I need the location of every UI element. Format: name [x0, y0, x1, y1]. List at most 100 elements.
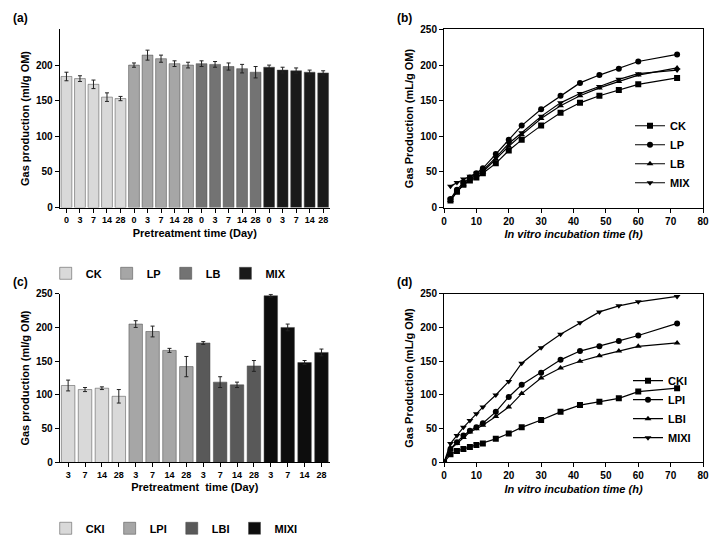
svg-text:3: 3	[213, 215, 218, 225]
svg-text:250: 250	[420, 24, 437, 35]
svg-text:100: 100	[420, 131, 437, 142]
svg-text:Gas production (ml/g OM): Gas production (ml/g OM)	[19, 51, 31, 186]
svg-text:200: 200	[420, 322, 437, 333]
svg-text:Gas production (ml/g OM): Gas production (ml/g OM)	[19, 310, 31, 445]
svg-text:250: 250	[36, 288, 53, 299]
svg-text:100: 100	[420, 389, 437, 400]
svg-text:28: 28	[318, 215, 328, 225]
svg-text:0: 0	[131, 215, 136, 225]
svg-text:60: 60	[633, 470, 645, 481]
svg-text:200: 200	[420, 60, 437, 71]
svg-text:LB: LB	[206, 268, 221, 280]
svg-text:14: 14	[97, 470, 107, 480]
svg-text:50: 50	[600, 470, 612, 481]
svg-text:50: 50	[42, 166, 54, 177]
svg-text:MIX: MIX	[670, 177, 690, 189]
svg-text:200: 200	[36, 60, 53, 71]
svg-text:LP: LP	[147, 268, 161, 280]
svg-text:0: 0	[199, 215, 204, 225]
svg-text:0: 0	[441, 470, 447, 481]
svg-text:50: 50	[42, 423, 54, 434]
svg-text:0: 0	[64, 215, 69, 225]
svg-text:150: 150	[36, 356, 53, 367]
svg-text:3: 3	[280, 215, 285, 225]
svg-text:In vitro incubation time (h): In vitro incubation time (h)	[504, 228, 642, 240]
svg-text:20: 20	[503, 470, 515, 481]
svg-text:LBI: LBI	[668, 413, 686, 425]
svg-text:(c): (c)	[13, 275, 28, 289]
svg-text:7: 7	[218, 470, 223, 480]
svg-text:40: 40	[568, 470, 580, 481]
svg-text:50: 50	[600, 216, 612, 227]
svg-text:14: 14	[232, 470, 242, 480]
svg-text:28: 28	[181, 470, 191, 480]
svg-text:LPI: LPI	[150, 523, 167, 535]
svg-text:80: 80	[697, 216, 709, 227]
svg-text:14: 14	[305, 215, 315, 225]
svg-text:30: 30	[536, 216, 548, 227]
svg-text:Pretreatment time (Day): Pretreatment time (Day)	[133, 227, 257, 239]
svg-text:20: 20	[503, 216, 515, 227]
svg-text:28: 28	[183, 215, 193, 225]
svg-text:3: 3	[133, 470, 138, 480]
svg-text:MIXI: MIXI	[275, 523, 298, 535]
svg-text:100: 100	[36, 131, 53, 142]
svg-text:28: 28	[316, 470, 326, 480]
svg-text:14: 14	[300, 470, 310, 480]
svg-text:150: 150	[36, 95, 53, 106]
svg-text:250: 250	[420, 288, 437, 299]
svg-text:0: 0	[47, 202, 53, 213]
svg-text:0: 0	[47, 457, 53, 468]
svg-text:28: 28	[251, 215, 261, 225]
svg-text:Gas Production (mL/g OM): Gas Production (mL/g OM)	[403, 308, 415, 448]
svg-text:(d): (d)	[397, 275, 412, 289]
svg-text:3: 3	[77, 215, 82, 225]
svg-text:14: 14	[237, 215, 247, 225]
svg-text:3: 3	[66, 470, 71, 480]
svg-text:7: 7	[285, 470, 290, 480]
svg-text:0: 0	[431, 202, 437, 213]
svg-text:28: 28	[114, 470, 124, 480]
svg-text:CK: CK	[86, 268, 102, 280]
svg-text:14: 14	[164, 470, 174, 480]
svg-text:(b): (b)	[397, 11, 412, 25]
svg-text:10: 10	[471, 470, 483, 481]
svg-text:60: 60	[633, 216, 645, 227]
svg-text:200: 200	[36, 322, 53, 333]
svg-text:7: 7	[83, 470, 88, 480]
svg-text:70: 70	[665, 470, 677, 481]
svg-text:3: 3	[145, 215, 150, 225]
svg-text:In vitro incubation time (h): In vitro incubation time (h)	[504, 483, 642, 495]
svg-text:LP: LP	[670, 139, 684, 151]
svg-text:CKI: CKI	[86, 523, 105, 535]
svg-text:150: 150	[420, 95, 437, 106]
svg-text:80: 80	[697, 470, 709, 481]
svg-text:LB: LB	[670, 158, 685, 170]
svg-text:28: 28	[115, 215, 125, 225]
svg-text:70: 70	[665, 216, 677, 227]
svg-text:MIXI: MIXI	[668, 432, 691, 444]
svg-text:0: 0	[267, 215, 272, 225]
svg-text:28: 28	[249, 470, 259, 480]
svg-text:Gas Production (mL/g OM): Gas Production (mL/g OM)	[403, 49, 415, 189]
svg-text:LPI: LPI	[668, 394, 685, 406]
svg-text:CKI: CKI	[668, 375, 687, 387]
svg-text:0: 0	[441, 216, 447, 227]
svg-text:3: 3	[268, 470, 273, 480]
svg-text:MIX: MIX	[265, 268, 285, 280]
svg-text:7: 7	[159, 215, 164, 225]
svg-text:3: 3	[201, 470, 206, 480]
svg-text:7: 7	[294, 215, 299, 225]
svg-text:10: 10	[471, 216, 483, 227]
svg-text:7: 7	[150, 470, 155, 480]
svg-text:100: 100	[36, 389, 53, 400]
svg-text:7: 7	[91, 215, 96, 225]
svg-text:50: 50	[426, 166, 438, 177]
svg-text:0: 0	[431, 457, 437, 468]
svg-text:50: 50	[426, 423, 438, 434]
svg-text:LBI: LBI	[212, 523, 230, 535]
svg-text:14: 14	[170, 215, 180, 225]
svg-text:(a): (a)	[13, 11, 28, 25]
svg-text:40: 40	[568, 216, 580, 227]
svg-text:Pretreatment time (Day): Pretreatment time (Day)	[131, 481, 258, 493]
